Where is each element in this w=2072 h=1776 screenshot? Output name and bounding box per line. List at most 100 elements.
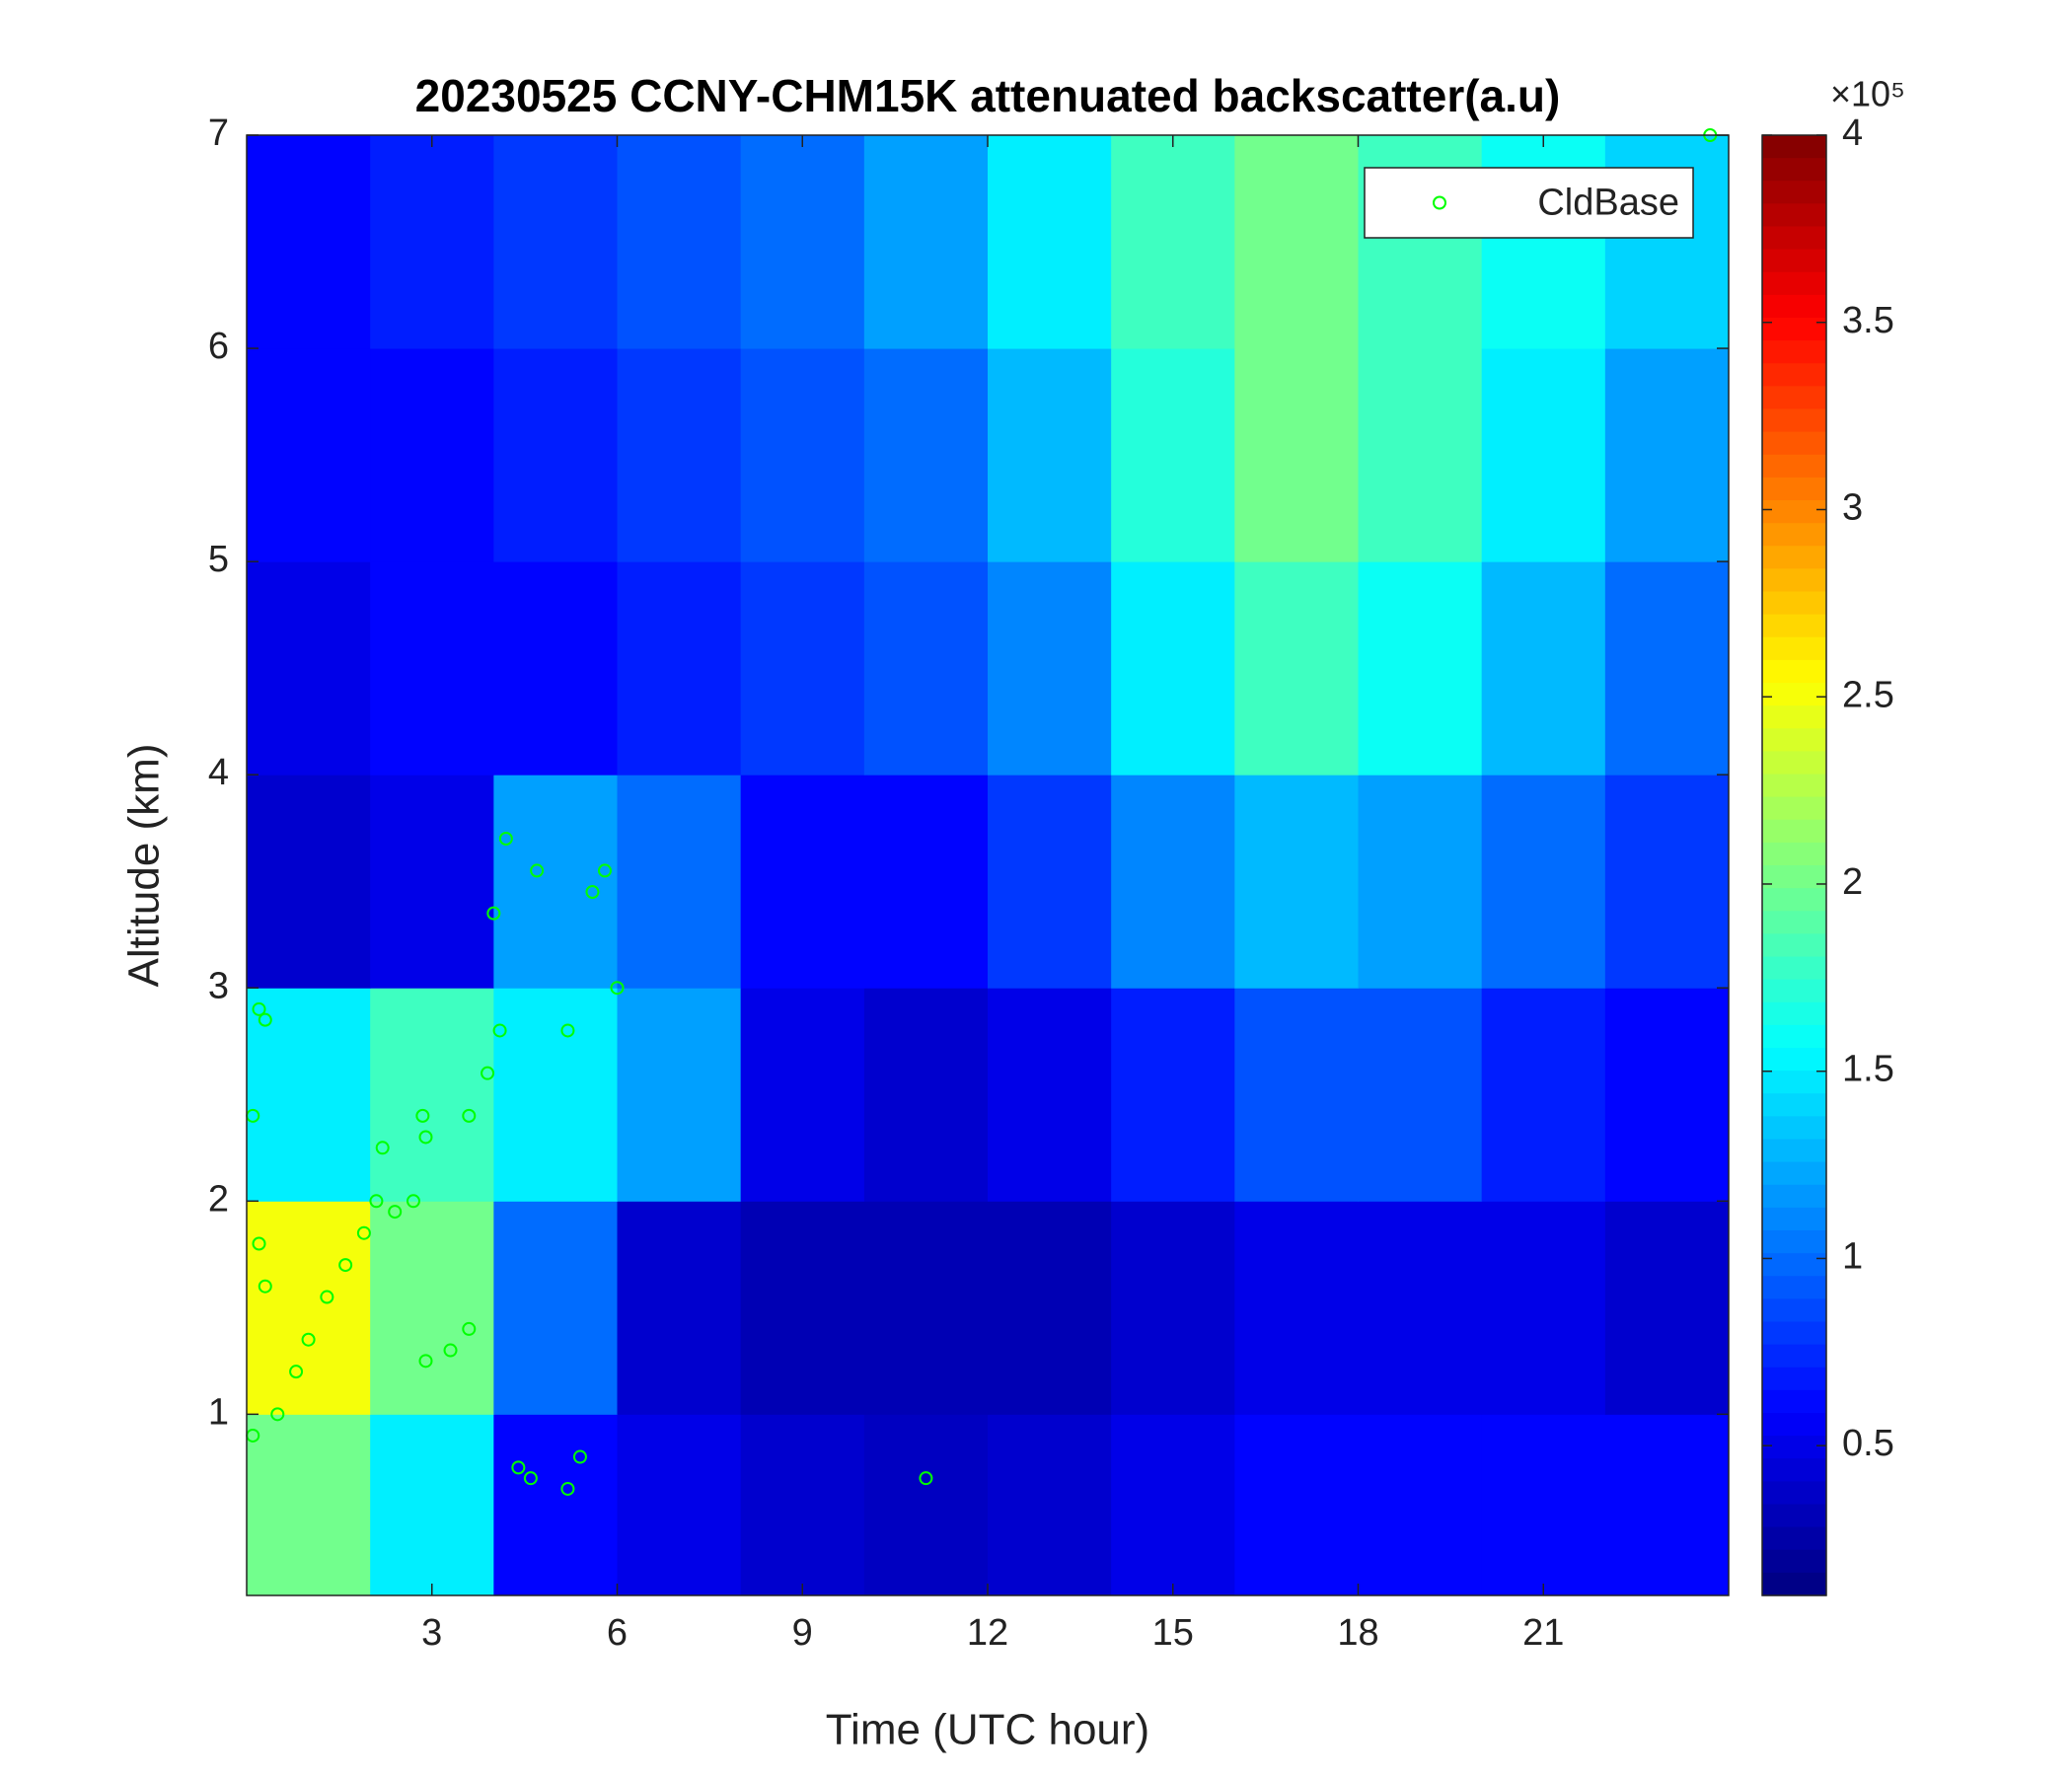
colorbar-segment bbox=[1762, 546, 1826, 569]
cloud-base-point bbox=[415, 1108, 430, 1123]
heatmap-cell bbox=[370, 1201, 494, 1415]
colorbar-segment bbox=[1762, 1048, 1826, 1072]
colorbar-segment bbox=[1762, 181, 1826, 204]
heatmap-cell bbox=[1111, 775, 1235, 989]
colorbar-segment bbox=[1762, 408, 1826, 433]
y-axis-label: Altitude (km) bbox=[120, 744, 169, 988]
y-tick-label: 3 bbox=[208, 965, 229, 1006]
cloud-base-point bbox=[481, 1066, 495, 1080]
heatmap-cell bbox=[1358, 561, 1483, 776]
cloud-base-point bbox=[597, 863, 612, 878]
colorbar-tick-label: 3.5 bbox=[1842, 300, 1894, 341]
colorbar-segment bbox=[1762, 1481, 1826, 1506]
heatmap-cell bbox=[247, 348, 371, 562]
colorbar-tick-label: 2 bbox=[1842, 861, 1863, 903]
heatmap-cell bbox=[493, 988, 618, 1202]
colorbar-segment bbox=[1762, 523, 1826, 547]
colorbar-segment bbox=[1762, 591, 1826, 616]
x-tick-label: 3 bbox=[421, 1612, 442, 1654]
colorbar-segment bbox=[1762, 636, 1826, 661]
y-tick-label: 2 bbox=[208, 1178, 229, 1220]
colorbar-segment bbox=[1762, 1253, 1826, 1277]
x-axis-label: Time (UTC hour) bbox=[826, 1706, 1149, 1754]
colorbar-segment bbox=[1762, 1071, 1826, 1094]
cloud-base-point bbox=[369, 1194, 384, 1209]
cloud-base-point bbox=[443, 1343, 458, 1358]
x-tick-label: 6 bbox=[607, 1612, 628, 1654]
y-tick-label: 4 bbox=[208, 752, 229, 793]
colorbar-segment bbox=[1762, 249, 1826, 273]
cloud-base-point bbox=[258, 1279, 272, 1294]
colorbar-segment bbox=[1762, 819, 1826, 844]
x-tick-label: 12 bbox=[967, 1612, 1008, 1654]
heatmap-cell bbox=[370, 135, 494, 349]
heatmap-cell bbox=[493, 135, 618, 349]
heatmap-cell bbox=[247, 1201, 371, 1415]
colorbar-segment bbox=[1762, 1116, 1826, 1141]
colorbar-segment bbox=[1762, 774, 1826, 798]
cloud-base-point bbox=[585, 885, 600, 900]
heatmap-cell bbox=[863, 1414, 989, 1596]
heatmap-cell bbox=[617, 1201, 742, 1415]
cloud-base-point bbox=[462, 1108, 477, 1123]
colorbar-tick-label: 0.5 bbox=[1842, 1423, 1894, 1464]
cloud-base-point bbox=[418, 1130, 433, 1145]
cloud-base-point bbox=[388, 1205, 403, 1220]
heatmap-cell bbox=[1604, 561, 1730, 776]
cloud-base-point bbox=[560, 1023, 575, 1038]
heatmap-cell bbox=[247, 561, 371, 776]
heatmap-cell bbox=[247, 135, 371, 349]
heatmap-cell bbox=[617, 775, 742, 989]
heatmap-cell bbox=[370, 348, 494, 562]
colorbar-segment bbox=[1762, 294, 1826, 319]
colorbar-segment bbox=[1762, 271, 1826, 296]
colorbar-multiplier: ×10⁵ bbox=[1830, 74, 1905, 114]
cloud-base-point bbox=[610, 981, 625, 996]
heatmap-cell bbox=[370, 988, 494, 1202]
heatmap-cell bbox=[247, 775, 371, 989]
x-tick-label: 9 bbox=[792, 1612, 813, 1654]
colorbar-segment bbox=[1762, 705, 1826, 729]
heatmap-cell bbox=[740, 348, 865, 562]
heatmap-cell bbox=[1234, 1201, 1359, 1415]
colorbar-segment bbox=[1762, 226, 1826, 251]
colorbar-tick-label: 4 bbox=[1842, 112, 1863, 154]
heatmap-cell bbox=[1234, 561, 1359, 776]
heatmap-cell bbox=[988, 1201, 1112, 1415]
x-tick-label: 15 bbox=[1152, 1612, 1194, 1654]
cloud-base-point bbox=[572, 1449, 587, 1464]
heatmap-cell bbox=[863, 561, 989, 776]
cloud-base-point bbox=[511, 1460, 526, 1475]
heatmap-cell bbox=[1481, 775, 1606, 989]
colorbar-segment bbox=[1762, 1367, 1826, 1391]
colorbar-segment bbox=[1762, 1093, 1826, 1117]
heatmap-cell bbox=[493, 1414, 618, 1596]
heatmap-cell bbox=[1481, 988, 1606, 1202]
heatmap-cell bbox=[493, 348, 618, 562]
colorbar-segment bbox=[1762, 1001, 1826, 1026]
heatmap-cell bbox=[493, 1201, 618, 1415]
colorbar-segment bbox=[1762, 1207, 1826, 1231]
heatmap-cell bbox=[1111, 135, 1235, 349]
chart-title: 20230525 CCNY-CHM15K attenuated backscat… bbox=[415, 70, 1561, 121]
colorbar-tick-label: 1 bbox=[1842, 1235, 1863, 1277]
heatmap-cell bbox=[863, 135, 989, 349]
cloud-base-point bbox=[252, 1236, 266, 1251]
colorbar-tick-label: 2.5 bbox=[1842, 674, 1894, 715]
heatmap-cell bbox=[1358, 1414, 1483, 1596]
legend-label: CldBase bbox=[1537, 183, 1679, 224]
heatmap-cell bbox=[863, 1201, 989, 1415]
x-tick-label: 21 bbox=[1522, 1612, 1564, 1654]
colorbar-segment bbox=[1762, 865, 1826, 889]
heatmap-cell bbox=[247, 1414, 371, 1596]
heatmap-cell bbox=[1111, 1201, 1235, 1415]
heatmap-cell bbox=[740, 561, 865, 776]
cloud-base-point bbox=[258, 1012, 272, 1027]
heatmap-cell bbox=[370, 1414, 494, 1596]
heatmap-cell bbox=[1604, 775, 1730, 989]
heatmap-cell bbox=[1604, 1414, 1730, 1596]
cloud-base-point bbox=[270, 1407, 285, 1422]
cloud-base-point bbox=[462, 1321, 477, 1336]
heatmap-cell bbox=[1481, 1201, 1606, 1415]
